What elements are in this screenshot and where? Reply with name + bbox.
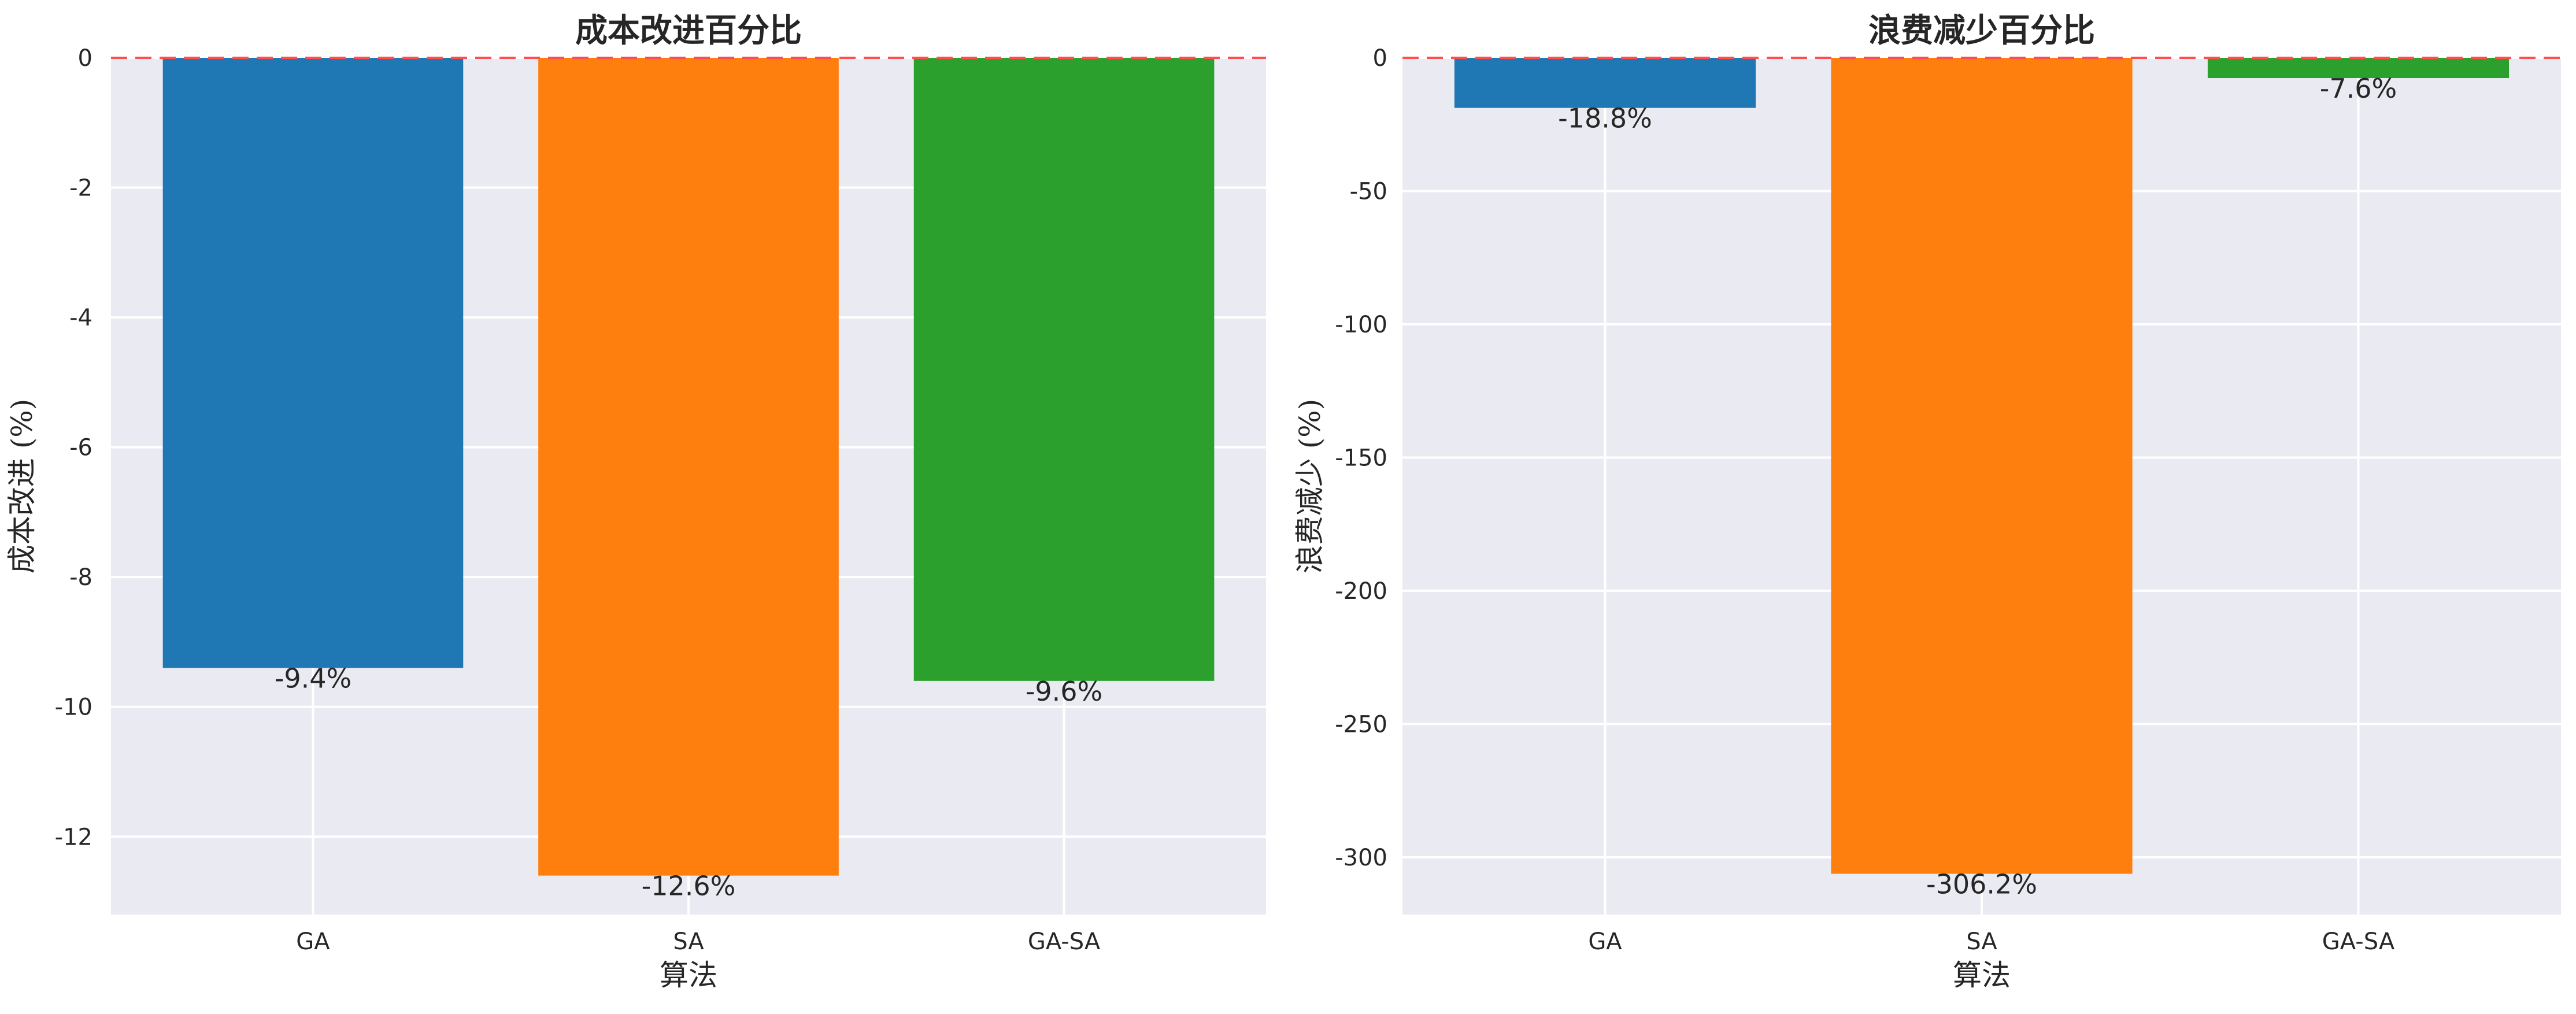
y-tick-label: -4 xyxy=(69,305,92,331)
chart-panel-1: 0 -2 -4 -6 -8 -10 -12 -9.4% -12.6% -9.6% GA SA GA-SA… xyxy=(5,12,1266,992)
y-tick-label: -100 xyxy=(1335,312,1387,338)
data-label: -7.6% xyxy=(2320,73,2397,104)
y-tick-label: -200 xyxy=(1335,578,1387,605)
y-tick-label: -8 xyxy=(69,564,92,591)
y-tick-label: -10 xyxy=(55,694,92,721)
y-tick-label: -300 xyxy=(1335,845,1387,871)
x-tick-label: GA xyxy=(296,928,330,955)
y-tick-label: -6 xyxy=(69,435,92,461)
bar-ga xyxy=(162,58,464,668)
data-label: -9.6% xyxy=(1026,676,1102,707)
x-tick-label: GA-SA xyxy=(2322,928,2395,955)
y-tick-label: -12 xyxy=(55,824,92,850)
data-label: -306.2% xyxy=(1926,868,2037,900)
data-label: -12.6% xyxy=(642,871,736,902)
y-tick-label: -2 xyxy=(69,175,92,202)
y-tick-label: 0 xyxy=(1373,45,1387,72)
bar-ga xyxy=(1454,58,1756,108)
y-tick-label: -150 xyxy=(1335,445,1387,471)
x-tick-label: GA xyxy=(1588,928,1622,955)
bar-sa xyxy=(538,58,839,876)
y-axis-label: 浪费减少 (%) xyxy=(1293,399,1327,573)
x-axis-label: 算法 xyxy=(660,959,717,992)
chart-panel-2: 0 -50 -100 -150 -200 -250 -300 -18.8% -306.2% -7.… xyxy=(1293,12,2561,992)
x-axis-label: 算法 xyxy=(1953,959,2011,992)
chart-title: 浪费减少百分比 xyxy=(1868,12,2095,50)
data-label: -18.8% xyxy=(1558,103,1652,134)
x-tick-label: GA-SA xyxy=(1028,928,1101,955)
y-axis-label: 成本改进 (%) xyxy=(5,399,39,573)
x-tick-label: SA xyxy=(1966,928,1997,955)
data-label: -9.4% xyxy=(275,663,351,694)
y-tick-label: 0 xyxy=(78,45,92,72)
chart-title: 成本改进百分比 xyxy=(575,12,802,50)
bar-ga-sa xyxy=(913,58,1215,681)
y-tick-label: -50 xyxy=(1350,178,1387,205)
bar-sa xyxy=(1831,58,2133,874)
bar-ga-sa xyxy=(2207,58,2510,79)
y-tick-label: -250 xyxy=(1335,711,1387,738)
x-tick-label: SA xyxy=(673,928,704,955)
